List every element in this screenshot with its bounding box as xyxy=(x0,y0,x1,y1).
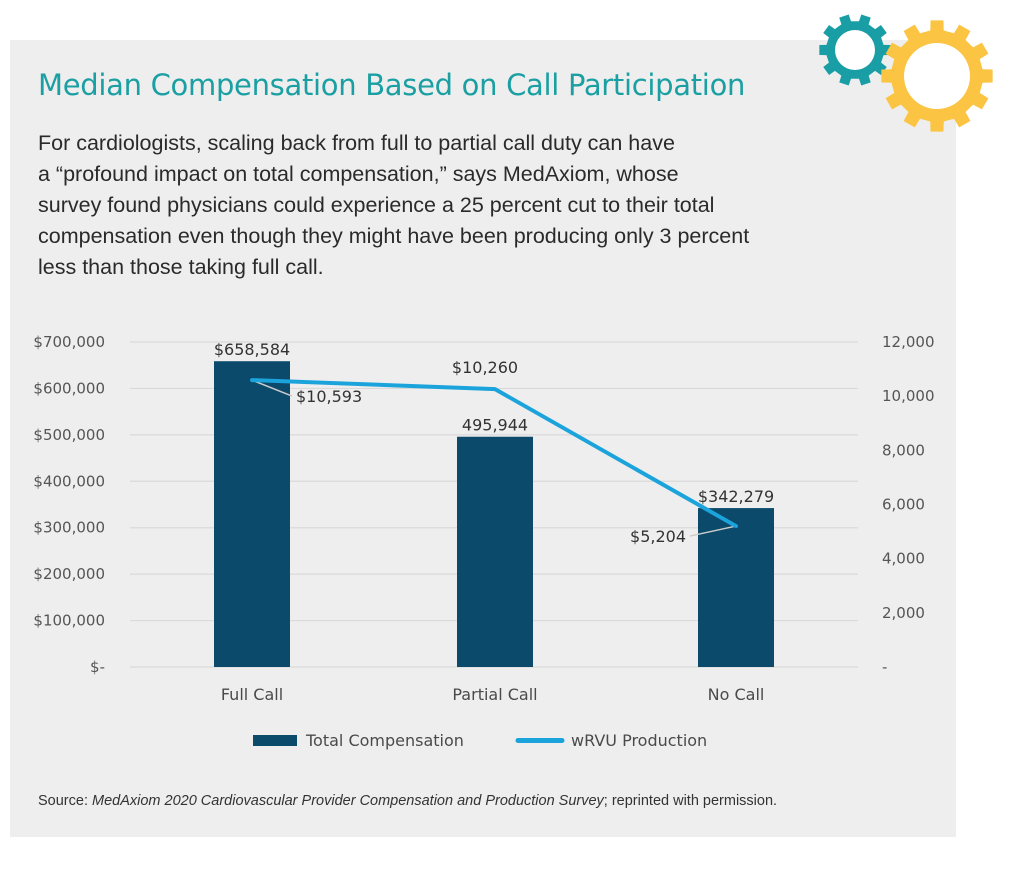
bar-partial-call xyxy=(457,436,533,667)
bar-no-call xyxy=(698,508,774,667)
right-tick-label: 8,000 xyxy=(882,441,925,459)
line-data-label: $10,260 xyxy=(452,358,518,377)
bar-data-label: 495,944 xyxy=(462,416,528,435)
right-axis: - 2,000 4,000 6,000 8,000 10,000 12,000 xyxy=(882,333,935,676)
source-title: MedAxiom 2020 Cardiovascular Provider Co… xyxy=(92,793,604,809)
leader-lines xyxy=(251,379,737,537)
page-title: Median Compensation Based on Call Partic… xyxy=(38,68,746,102)
gears-decoration xyxy=(819,14,993,132)
intro-line: compensation even though they might have… xyxy=(38,224,750,248)
right-tick-label: 6,000 xyxy=(882,496,925,514)
left-tick-label: $400,000 xyxy=(33,472,105,490)
category-label: No Call xyxy=(708,685,765,704)
data-labels: $658,584 495,944 $342,279 $10,593 $10,260 $5,… xyxy=(214,340,774,546)
source-citation: Source: MedAxiom 2020 Cardiovascular Pro… xyxy=(38,793,777,809)
bar-series-total-compensation xyxy=(214,361,774,667)
bar-full-call xyxy=(214,361,290,667)
line-data-label: $10,593 xyxy=(296,387,362,406)
bar-data-label: $658,584 xyxy=(214,340,290,359)
category-label: Full Call xyxy=(221,685,283,704)
line-data-label: $5,204 xyxy=(630,527,686,546)
left-tick-label: $- xyxy=(90,658,105,676)
right-tick-label: 2,000 xyxy=(882,604,925,622)
left-tick-label: $500,000 xyxy=(33,426,105,444)
right-tick-label: 12,000 xyxy=(882,333,935,351)
left-axis: $- $100,000 $200,000 $300,000 $400,000 $500,0… xyxy=(33,333,105,676)
right-tick-label: - xyxy=(882,658,887,676)
bar-data-label: $342,279 xyxy=(698,487,774,506)
leader-line xyxy=(689,525,737,537)
intro-line: survey found physicians could experience… xyxy=(38,193,715,217)
source-suffix: ; reprinted with permission. xyxy=(603,793,778,809)
intro-line: less than those taking full call. xyxy=(38,255,324,279)
intro-line: For cardiologists, scaling back from ful… xyxy=(38,131,675,155)
legend: Total Compensation wRVU Production xyxy=(253,731,707,750)
source-prefix: Source: xyxy=(38,793,92,809)
legend-swatch-total-compensation xyxy=(253,735,297,746)
category-label: Partial Call xyxy=(452,685,537,704)
line-series-wrvu-production xyxy=(250,378,738,529)
leader-line xyxy=(251,379,293,397)
intro-paragraph: For cardiologists, scaling back from ful… xyxy=(38,128,878,283)
legend-label-total-compensation: Total Compensation xyxy=(305,731,464,750)
left-tick-label: $700,000 xyxy=(33,333,105,351)
legend-label-wrvu-production: wRVU Production xyxy=(571,731,707,750)
left-tick-label: $600,000 xyxy=(33,379,105,397)
gear-icon-yellow xyxy=(881,20,993,132)
left-tick-label: $200,000 xyxy=(33,565,105,583)
left-tick-label: $100,000 xyxy=(33,612,105,630)
right-tick-label: 10,000 xyxy=(882,387,935,405)
gear-icon-teal xyxy=(819,14,891,86)
right-tick-label: 4,000 xyxy=(882,550,925,568)
left-tick-label: $300,000 xyxy=(33,519,105,537)
intro-line: a “profound impact on total compensation… xyxy=(38,162,679,186)
category-axis: Full Call Partial Call No Call xyxy=(221,685,765,704)
